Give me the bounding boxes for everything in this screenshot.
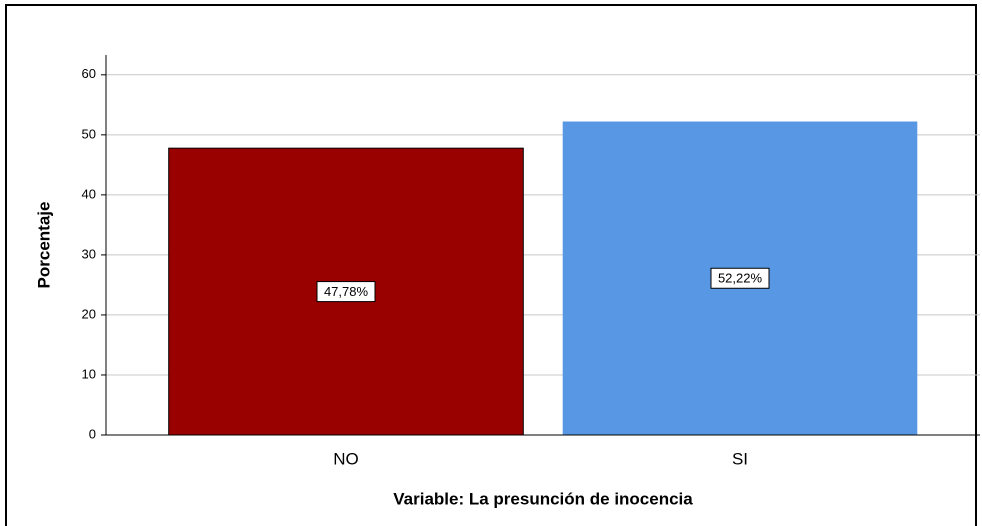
value-label: 52,22% <box>718 271 763 286</box>
y-tick-label: 30 <box>82 246 96 261</box>
y-tick-label: 50 <box>82 126 96 141</box>
x-tick-label: NO <box>333 449 359 468</box>
x-tick-label: SI <box>732 449 748 468</box>
y-tick-label: 40 <box>82 186 96 201</box>
y-axis-title: Porcentaje <box>34 202 53 289</box>
y-tick-label: 60 <box>82 66 96 81</box>
value-label-box <box>710 267 770 289</box>
y-tick-label: 0 <box>89 426 96 441</box>
x-axis-title: Variable: La presunción de inocencia <box>393 489 693 508</box>
y-tick-label: 10 <box>82 366 96 381</box>
y-tick-label: 20 <box>82 306 96 321</box>
value-label: 47,78% <box>324 284 369 299</box>
value-label-box <box>316 281 376 303</box>
